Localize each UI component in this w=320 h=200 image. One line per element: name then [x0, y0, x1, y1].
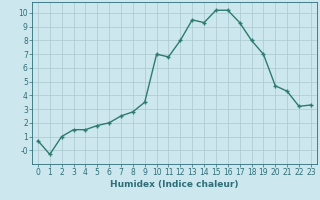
X-axis label: Humidex (Indice chaleur): Humidex (Indice chaleur) [110, 180, 239, 189]
